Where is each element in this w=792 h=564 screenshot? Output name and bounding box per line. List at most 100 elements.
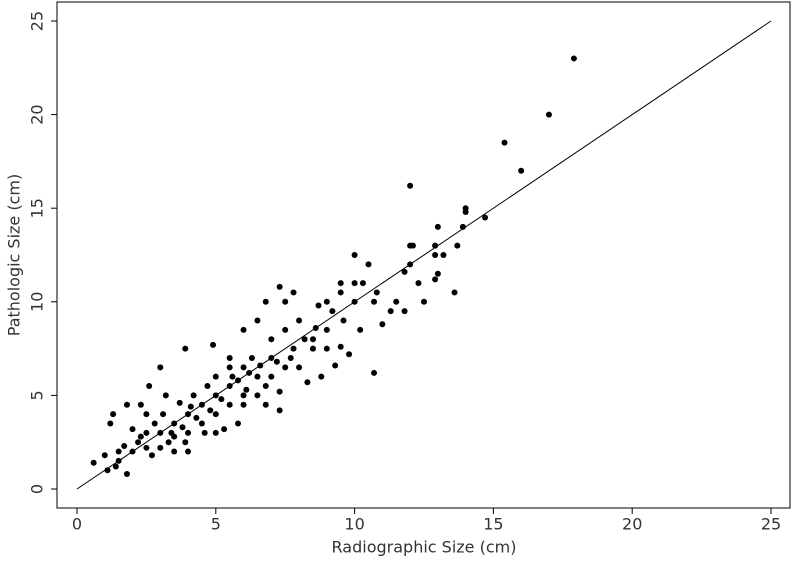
y-tick-label: 0	[28, 484, 47, 494]
point	[137, 401, 144, 408]
point	[357, 326, 364, 333]
point	[290, 345, 297, 352]
point	[371, 298, 378, 305]
point	[165, 439, 172, 446]
point	[204, 383, 211, 390]
point	[359, 280, 366, 287]
point	[432, 276, 439, 283]
point	[276, 388, 283, 395]
point	[243, 386, 250, 393]
point	[340, 317, 347, 324]
point	[221, 426, 228, 433]
point	[282, 326, 289, 333]
point	[282, 298, 289, 305]
point	[296, 364, 303, 371]
point	[309, 345, 316, 352]
point	[151, 420, 158, 427]
point	[432, 242, 439, 249]
x-axis-title: Radiographic Size (cm)	[332, 538, 517, 557]
point	[337, 280, 344, 287]
point	[337, 289, 344, 296]
point	[176, 399, 183, 406]
point	[268, 336, 275, 343]
point	[254, 373, 261, 380]
point	[168, 429, 175, 436]
point	[101, 452, 108, 459]
point	[121, 442, 128, 449]
point	[110, 411, 117, 418]
point	[190, 392, 197, 399]
x-tick-label: 25	[761, 515, 781, 534]
point	[254, 317, 261, 324]
point	[387, 308, 394, 315]
point	[240, 326, 247, 333]
point	[262, 383, 269, 390]
point	[329, 308, 336, 315]
point	[268, 373, 275, 380]
point	[379, 321, 386, 328]
point	[185, 448, 192, 455]
y-tick-label: 10	[28, 292, 47, 312]
point	[129, 426, 136, 433]
point	[160, 411, 167, 418]
y-tick-label: 20	[28, 104, 47, 124]
point	[276, 407, 283, 414]
point	[296, 317, 303, 324]
y-tick-label: 5	[28, 390, 47, 400]
point	[323, 298, 330, 305]
point	[240, 401, 247, 408]
point	[182, 439, 189, 446]
plot-frame	[56, 1, 791, 509]
y-tick-label: 25	[28, 11, 47, 31]
point	[226, 354, 233, 361]
point	[143, 444, 150, 451]
x-tick-label: 5	[211, 515, 221, 534]
point	[545, 111, 552, 118]
point	[240, 392, 247, 399]
point	[182, 345, 189, 352]
point	[351, 252, 358, 258]
point	[337, 343, 344, 350]
point	[290, 289, 297, 296]
point	[123, 401, 130, 408]
point	[304, 379, 311, 386]
point	[287, 354, 294, 361]
point	[432, 252, 439, 258]
point	[262, 401, 269, 408]
point	[301, 336, 308, 343]
point	[143, 411, 150, 418]
point	[273, 358, 280, 365]
point	[482, 214, 489, 221]
point	[143, 429, 150, 436]
point	[440, 252, 447, 258]
point	[365, 261, 372, 268]
point	[218, 396, 225, 403]
point	[185, 429, 192, 436]
point	[157, 444, 164, 451]
point	[501, 139, 508, 146]
point	[112, 463, 119, 470]
point	[570, 55, 577, 62]
point	[179, 424, 186, 431]
point	[415, 280, 422, 287]
point	[171, 448, 178, 455]
point	[115, 448, 122, 455]
point	[254, 392, 261, 399]
point	[371, 369, 378, 376]
point	[187, 403, 194, 410]
point	[393, 298, 400, 305]
point	[157, 364, 164, 371]
point	[282, 364, 289, 371]
point	[207, 407, 214, 414]
point	[518, 167, 525, 174]
point	[248, 354, 255, 361]
point	[401, 268, 408, 275]
point	[318, 373, 325, 380]
point	[434, 223, 441, 230]
point	[235, 420, 242, 427]
point	[459, 223, 466, 230]
point	[137, 433, 144, 440]
x-tick-label: 10	[344, 515, 364, 534]
point	[434, 270, 441, 277]
point	[107, 420, 114, 427]
